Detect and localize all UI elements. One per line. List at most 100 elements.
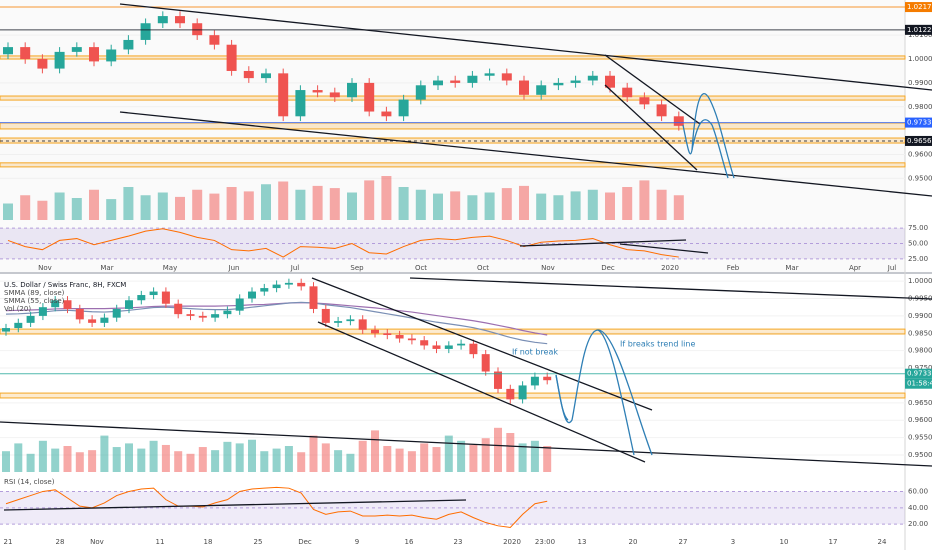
volume-bar (450, 191, 461, 220)
candle-body (381, 111, 392, 117)
volume-bar (123, 187, 134, 220)
candle-body (371, 329, 379, 334)
candle-body (100, 317, 109, 323)
volume-bar (106, 199, 117, 220)
price-label: 1.01223 (907, 26, 932, 34)
candle-body (295, 90, 306, 117)
rsi-trend-line (3, 499, 467, 511)
candle-body (2, 328, 10, 332)
volume-bar (518, 443, 527, 472)
x-tick-label: 23 (454, 538, 463, 546)
price-label-bg (905, 368, 932, 379)
trend-line (317, 321, 646, 463)
volume-bar (243, 191, 254, 220)
x-tick-label: 21 (4, 538, 13, 546)
candle-body (209, 35, 220, 45)
candle-body (125, 300, 133, 309)
volume-bar (444, 435, 453, 472)
trend-line (409, 277, 932, 300)
candle-body (226, 44, 237, 71)
volume-bar (211, 450, 220, 472)
volume-bar (587, 189, 598, 220)
candle-body (211, 314, 220, 318)
volume-bar (223, 441, 232, 472)
x-tick-label: Mar (785, 264, 798, 272)
trend-line (604, 84, 698, 171)
candle-body (481, 354, 490, 372)
x-tick-label: 2020 (661, 264, 679, 272)
volume-bar (261, 184, 271, 220)
trend-line (119, 111, 932, 197)
x-tick-label: 16 (405, 538, 414, 546)
volume-bar (137, 448, 146, 472)
trend-line (0, 421, 932, 467)
x-tick-label: Dec (298, 538, 312, 546)
x-tick-label: Mar (100, 264, 113, 272)
candle-body (198, 315, 207, 318)
volume-bar (407, 451, 416, 472)
volume-bar (278, 181, 289, 220)
candle-body (450, 80, 461, 83)
candle-body (383, 333, 392, 336)
price-label-bg (905, 135, 932, 146)
candle-body (519, 80, 529, 95)
volume-bar (2, 451, 10, 472)
x-tick-label: 2020 (503, 538, 521, 546)
volume-bar (656, 189, 667, 220)
candle-body (407, 338, 416, 341)
candle-body (157, 16, 168, 24)
candle-body (501, 73, 512, 81)
x-tick-label: Apr (849, 264, 861, 272)
zone (0, 328, 906, 335)
candle-body (243, 70, 254, 79)
volume-bar (358, 440, 367, 472)
zone (0, 122, 906, 130)
rsi-tick-label: 60.00 (908, 487, 928, 495)
x-tick-label: Feb (727, 264, 740, 272)
indicator-line (5, 302, 548, 336)
x-tick-label: 3 (731, 538, 735, 546)
volume-bar (295, 189, 306, 220)
annotation: If breaks trend line (620, 340, 695, 349)
volume-bar (71, 198, 82, 220)
trend-line (311, 277, 653, 411)
volume-bar (75, 452, 84, 472)
rsi-label: RSI (14, close) (4, 478, 55, 486)
volume-bar (553, 195, 564, 220)
countdown: 01:58:48 (907, 380, 932, 388)
volume-bar (519, 185, 529, 220)
candle-body (137, 295, 146, 301)
volume-bar (209, 193, 220, 220)
candle-body (248, 291, 256, 299)
volume-bar (395, 448, 404, 472)
x-tick-label: Dec (601, 264, 615, 272)
volume-bar (622, 187, 633, 220)
bottom-panel-bg (0, 274, 905, 550)
projection-arc (682, 93, 735, 179)
candle-body (457, 343, 466, 346)
volume-bar (530, 440, 539, 472)
volume-bar (14, 443, 23, 472)
x-tick-label: 13 (578, 538, 587, 546)
bottom-drawings (0, 277, 932, 511)
projection-arc (555, 329, 653, 456)
volume-bar (346, 453, 355, 472)
rsi-line (5, 486, 548, 528)
volume-bar (88, 450, 97, 472)
rsi-tick-label: 40.00 (908, 504, 928, 512)
candle-body (20, 47, 31, 60)
volume-bar (398, 187, 409, 220)
volume-bar (415, 189, 426, 220)
candle-body (174, 303, 183, 315)
candle-body (420, 340, 429, 346)
candle-body (358, 319, 367, 330)
candle-body (673, 116, 684, 126)
price-label-bg (905, 24, 932, 35)
candle-body (235, 298, 244, 311)
rsi-trend-line (619, 243, 709, 254)
volume-bar (37, 200, 48, 220)
volume-bar (192, 189, 203, 220)
